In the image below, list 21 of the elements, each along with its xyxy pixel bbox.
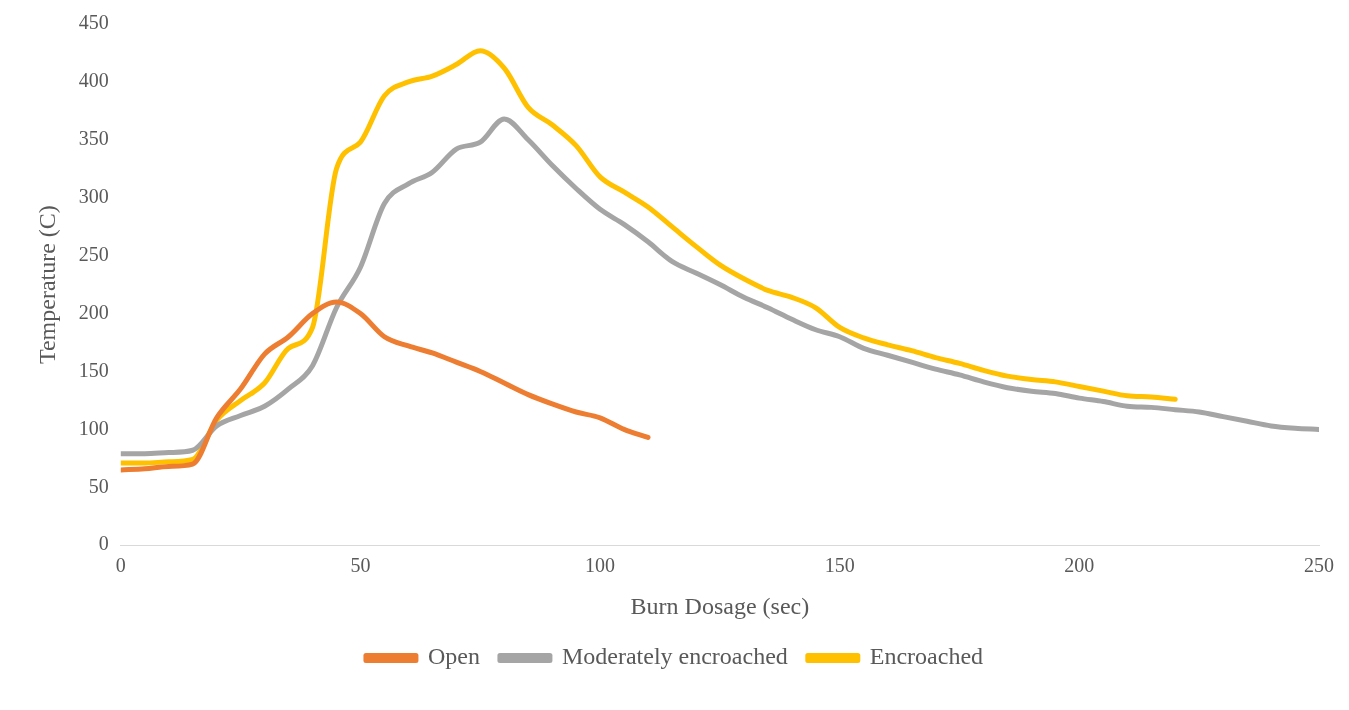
legend-label: Moderately encroached [561,643,788,670]
y-tick-label: 0 [98,532,109,555]
x-tick-label: 100 [585,554,616,577]
y-tick-label: 50 [88,474,109,497]
legend-label: Open [427,643,480,670]
y-tick-label: 400 [78,69,109,92]
x-tick-label: 150 [824,554,855,577]
y-tick-label: 250 [78,242,109,265]
x-tick-label: 200 [1064,554,1095,577]
x-tick-label: 0 [115,554,126,577]
y-axis-title: Temperature (C) [33,205,60,365]
y-tick-label: 450 [78,11,109,34]
x-tick-label: 50 [350,554,371,577]
y-tick-label: 150 [78,358,109,381]
y-tick-label: 300 [78,184,109,207]
y-tick-label: 350 [78,127,109,150]
y-tick-label: 100 [78,416,109,439]
x-tick-label: 250 [1304,554,1334,577]
y-tick-label: 200 [78,300,109,323]
legend-label: Encroached [869,643,984,670]
x-axis-title: Burn Dosage (sec) [630,592,810,619]
